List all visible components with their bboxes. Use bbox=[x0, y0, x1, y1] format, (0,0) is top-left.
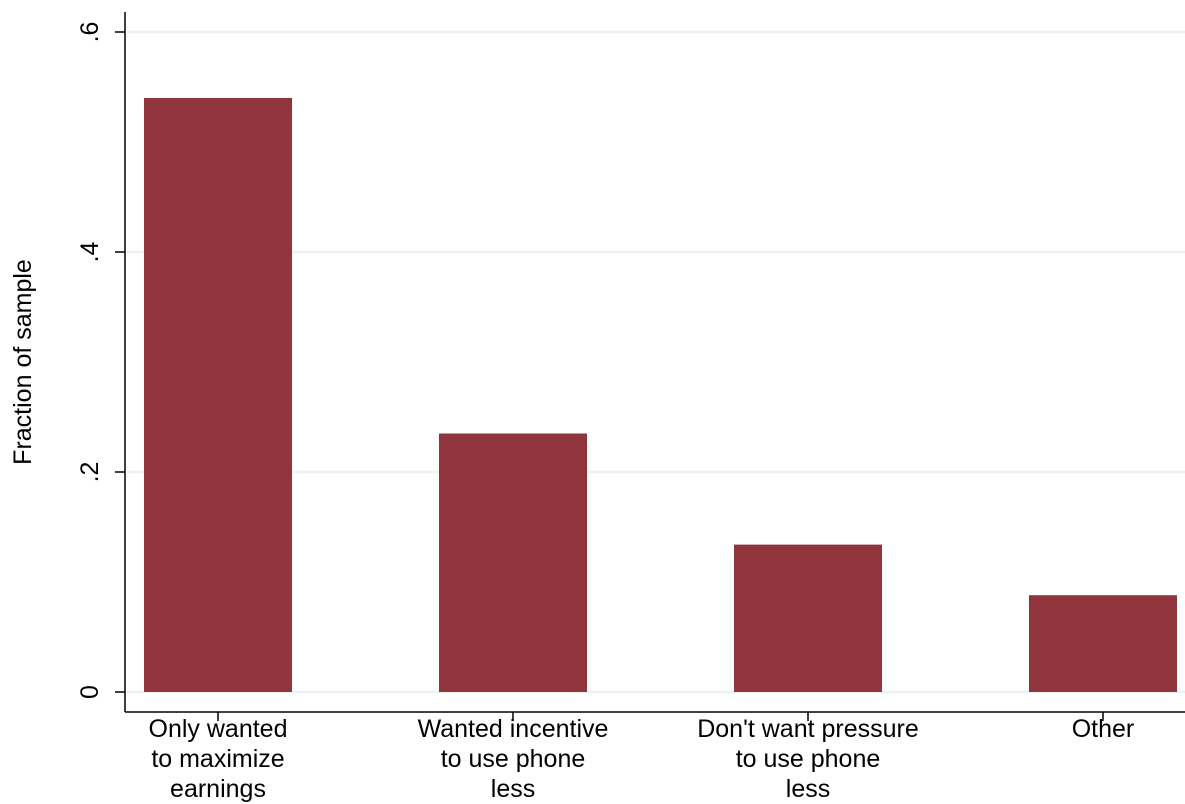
y-axis-ticks: 0 .2 .4 .6 bbox=[76, 22, 125, 699]
x-tick-label-line: to use phone bbox=[441, 745, 586, 773]
x-tick-label-line: earnings bbox=[170, 775, 266, 803]
axes bbox=[124, 12, 1185, 713]
y-axis-label: Fraction of sample bbox=[9, 259, 37, 465]
x-tick-label: Wanted incentive to use phone less bbox=[418, 715, 609, 803]
y-tick-label: .4 bbox=[76, 241, 104, 262]
x-tick-label-line: less bbox=[491, 775, 535, 803]
bar bbox=[734, 544, 882, 692]
y-tick-label: .6 bbox=[76, 22, 104, 43]
x-tick-label-line: to use phone bbox=[736, 745, 881, 773]
bars bbox=[144, 98, 1177, 692]
x-tick-label-line: Only wanted bbox=[149, 715, 288, 743]
x-tick-label-line: Other bbox=[1072, 715, 1135, 743]
x-tick-label-line: less bbox=[786, 775, 830, 803]
x-axis-ticks: Only wanted to maximize earnings Wanted inc… bbox=[149, 712, 1135, 803]
bar bbox=[144, 98, 292, 692]
y-tick-label: .2 bbox=[76, 462, 104, 483]
gridlines bbox=[127, 30, 1185, 694]
y-tick-label: 0 bbox=[76, 685, 104, 699]
bar bbox=[439, 433, 587, 692]
x-tick-label: Don't want pressure to use phone less bbox=[697, 715, 919, 803]
x-tick-label-line: to maximize bbox=[151, 745, 284, 773]
bar bbox=[1029, 595, 1177, 692]
x-tick-label-line: Wanted incentive bbox=[418, 715, 609, 743]
x-tick-label-line: Don't want pressure bbox=[697, 715, 919, 743]
x-tick-label: Other bbox=[1072, 715, 1135, 743]
x-tick-label: Only wanted to maximize earnings bbox=[149, 715, 288, 803]
